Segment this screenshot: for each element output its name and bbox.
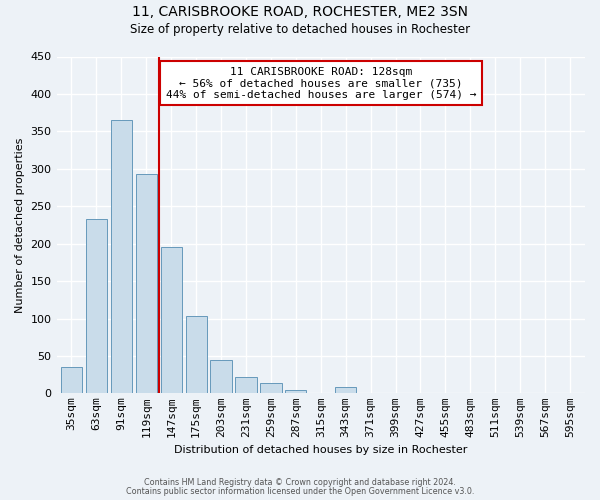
Bar xyxy=(86,219,107,394)
Text: 11 CARISBROOKE ROAD: 128sqm
← 56% of detached houses are smaller (735)
44% of se: 11 CARISBROOKE ROAD: 128sqm ← 56% of det… xyxy=(166,66,476,100)
Bar xyxy=(285,390,307,394)
Bar xyxy=(111,120,132,394)
Bar xyxy=(335,386,356,394)
Bar xyxy=(235,377,257,394)
Bar xyxy=(161,246,182,394)
Text: Size of property relative to detached houses in Rochester: Size of property relative to detached ho… xyxy=(130,22,470,36)
Text: Contains HM Land Registry data © Crown copyright and database right 2024.: Contains HM Land Registry data © Crown c… xyxy=(144,478,456,487)
Text: 11, CARISBROOKE ROAD, ROCHESTER, ME2 3SN: 11, CARISBROOKE ROAD, ROCHESTER, ME2 3SN xyxy=(132,5,468,19)
Bar xyxy=(559,392,581,394)
Y-axis label: Number of detached properties: Number of detached properties xyxy=(15,138,25,312)
Bar xyxy=(260,383,281,394)
Text: Contains public sector information licensed under the Open Government Licence v3: Contains public sector information licen… xyxy=(126,487,474,496)
Bar xyxy=(61,367,82,394)
Bar xyxy=(185,316,207,394)
Bar xyxy=(211,360,232,394)
X-axis label: Distribution of detached houses by size in Rochester: Distribution of detached houses by size … xyxy=(174,445,467,455)
Bar xyxy=(360,392,381,394)
Bar xyxy=(136,174,157,394)
